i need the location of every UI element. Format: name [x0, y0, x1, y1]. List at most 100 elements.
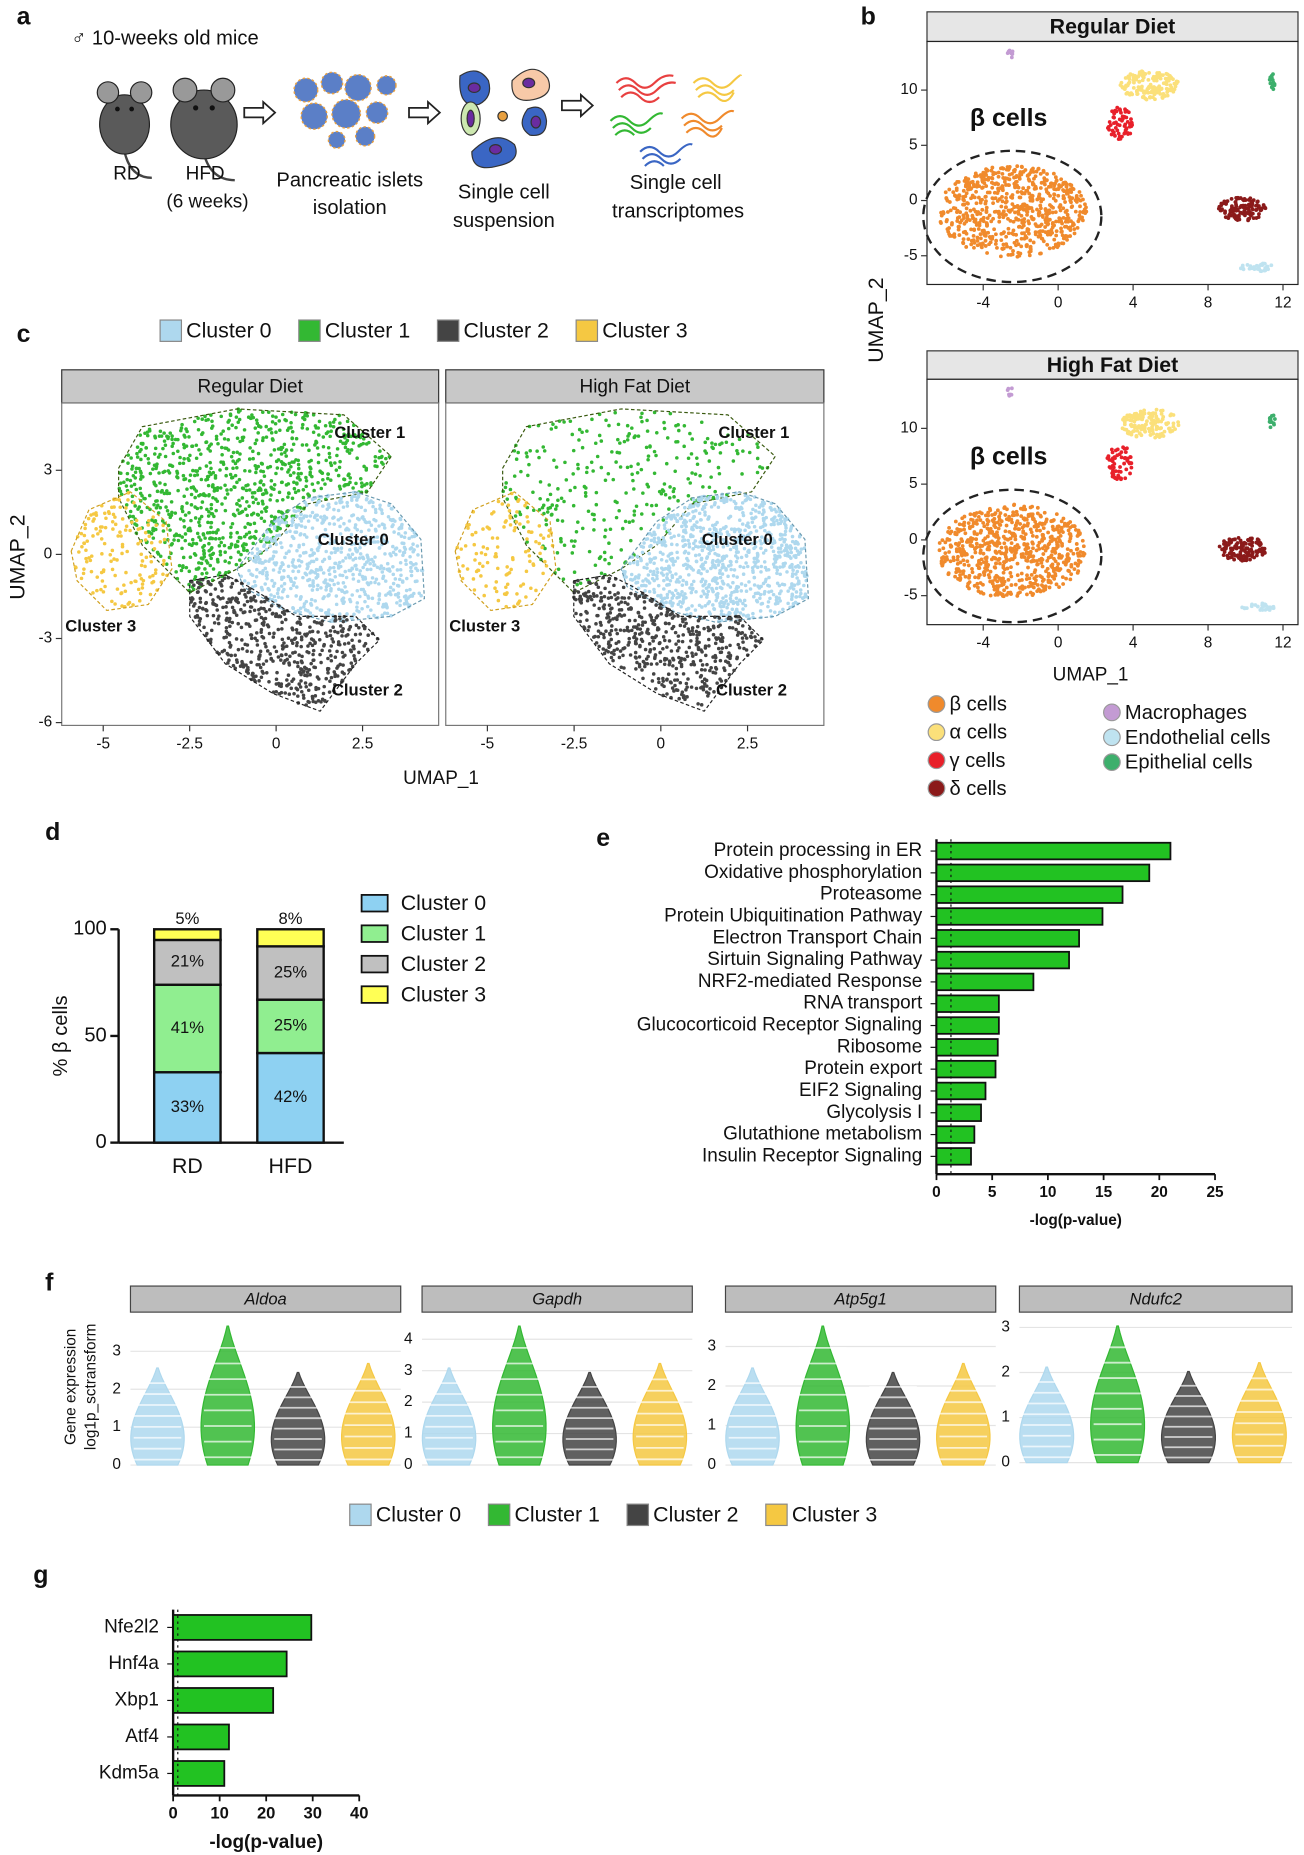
- cell-dot: [313, 514, 318, 518]
- cell-dot: [341, 663, 345, 667]
- cell-dot: [169, 543, 174, 547]
- cell-dot: [308, 641, 312, 646]
- cell-dot: [1047, 585, 1052, 590]
- cell-dot: [999, 592, 1004, 597]
- cell-dot: [623, 519, 628, 524]
- cell-dot: [170, 437, 174, 442]
- cell-dot: [1131, 429, 1136, 434]
- cell-dot: [1023, 168, 1028, 172]
- cell-dot: [110, 520, 115, 524]
- cell-dot: [1047, 208, 1052, 213]
- x-tick-label: -2.5: [176, 735, 203, 752]
- cell-dot: [651, 512, 656, 516]
- cell-dot: [987, 547, 992, 552]
- plot-area: [445, 402, 825, 726]
- cell-dot: [1061, 516, 1066, 521]
- cell-dot: [341, 619, 346, 624]
- cell-dot: [259, 600, 264, 604]
- cell-dot: [983, 536, 988, 541]
- legend-c-swatch: [575, 319, 599, 342]
- cell-dot: [1078, 204, 1082, 209]
- cell-dot: [270, 557, 275, 561]
- cell-dot: [267, 527, 272, 532]
- cell-dot: [383, 552, 387, 556]
- cell-dot: [1168, 413, 1173, 418]
- cell-dot: [323, 424, 328, 428]
- cell-dot: [298, 606, 303, 611]
- cell-dot: [289, 420, 293, 425]
- cell-dot: [993, 550, 998, 555]
- cell-dot: [221, 605, 225, 610]
- cell-dot: [351, 572, 355, 577]
- cell-dot: [984, 199, 988, 204]
- cell-dot: [100, 552, 104, 556]
- cell-dot: [376, 582, 381, 586]
- cell-dot: [992, 516, 997, 521]
- cell-dot: [1061, 194, 1066, 198]
- cell-dot: [1082, 552, 1087, 556]
- cluster-annotation: Cluster 1: [334, 423, 405, 442]
- cell-dot: [980, 207, 985, 212]
- cell-dot: [299, 560, 304, 564]
- cell-dot: [297, 508, 301, 513]
- cell-dot: [214, 437, 219, 441]
- cell-dot: [269, 453, 273, 457]
- cell-dot: [203, 588, 208, 593]
- cell-dot: [228, 535, 233, 539]
- cell-dot: [333, 540, 337, 545]
- cell-dot: [1018, 195, 1023, 200]
- cell-dot: [981, 582, 985, 587]
- cluster-outline: [502, 408, 777, 594]
- x-tick-label: 4: [1129, 635, 1138, 652]
- cell-dot: [261, 483, 266, 487]
- cell-dot: [324, 458, 328, 463]
- cell-dot: [957, 541, 962, 546]
- cell-dot: [267, 588, 271, 592]
- cell-dot: [219, 432, 223, 436]
- cell-dot: [629, 464, 633, 469]
- cell-dot: [250, 495, 255, 499]
- cell-dot: [1130, 92, 1135, 97]
- cell-dot: [954, 186, 959, 191]
- legend-label: Epithelial cells: [1125, 752, 1253, 774]
- cell-dot: [146, 523, 151, 527]
- cell-dot: [937, 541, 942, 545]
- cell-dot: [1003, 555, 1008, 559]
- cell-dot: [315, 535, 319, 539]
- cell-dot: [343, 569, 348, 574]
- cell-dot: [188, 453, 192, 458]
- cell-dot: [323, 482, 327, 486]
- legend-c-label: Cluster 1: [325, 319, 410, 343]
- cell-dot: [957, 522, 962, 527]
- cell-dot: [1002, 560, 1006, 564]
- cell-dot: [1169, 429, 1173, 434]
- cell-dot: [1053, 181, 1057, 186]
- cell-dot: [1069, 572, 1074, 577]
- cell-dot: [366, 614, 371, 619]
- cell-dot: [978, 590, 983, 595]
- cell-dot: [107, 511, 111, 516]
- cell-dot: [200, 417, 205, 421]
- cell-dot: [980, 186, 984, 190]
- cell-dot: [260, 492, 265, 497]
- cell-dot: [996, 536, 1001, 541]
- cell-dot: [231, 663, 236, 668]
- cell-dot: [964, 183, 968, 187]
- cell-dot: [1233, 200, 1238, 204]
- cell-dot: [209, 628, 214, 633]
- cell-dot: [154, 506, 159, 510]
- cell-dot: [342, 477, 346, 481]
- cell-dot: [196, 416, 200, 421]
- cell-dot: [241, 665, 246, 669]
- cell-dot: [236, 647, 241, 652]
- cell-dot: [369, 483, 373, 487]
- cell-dot: [1045, 242, 1050, 247]
- cell-dot: [274, 690, 279, 694]
- cell-dot: [279, 564, 283, 569]
- cell-dot: [619, 548, 624, 552]
- cell-dot: [208, 536, 213, 540]
- cell-dot: [1038, 186, 1043, 190]
- cell-dot: [279, 584, 284, 588]
- cell-dot: [281, 514, 286, 519]
- cell-dot: [974, 541, 979, 546]
